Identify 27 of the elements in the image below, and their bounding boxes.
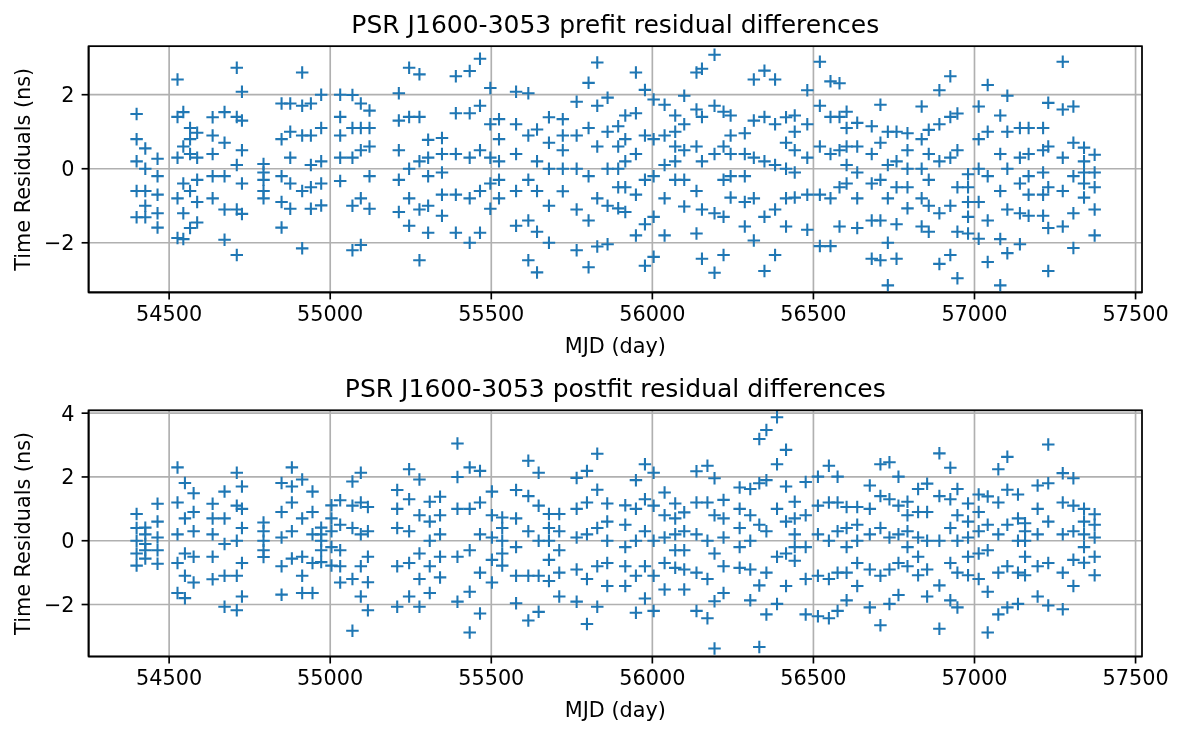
x-tick-label: 57000 (941, 302, 1008, 327)
x-axis-title: MJD (day) (564, 698, 666, 723)
y-tick-label: 4 (61, 401, 75, 426)
x-tick-label: 56500 (780, 302, 847, 327)
y-tick-label: −2 (43, 231, 75, 256)
chart-title: PSR J1600-3053 postfit residual differences (344, 374, 886, 404)
y-axis-title: Time Residuals (ns) (11, 67, 35, 272)
x-tick-label: 56000 (619, 666, 686, 691)
x-tick-label: 56000 (619, 302, 686, 327)
y-axis-title: Time Residuals (ns) (11, 431, 35, 636)
x-tick-label: 54500 (136, 302, 203, 327)
y-tick-label: 2 (61, 465, 75, 490)
x-tick-label: 57500 (1102, 666, 1169, 691)
x-tick-label: 57000 (941, 666, 1008, 691)
x-axis-title: MJD (day) (564, 334, 666, 358)
x-tick-label: 57500 (1102, 302, 1169, 327)
x-tick-label: 54500 (136, 666, 203, 691)
chart-title: PSR J1600-3053 prefit residual differences (351, 10, 880, 39)
x-tick-label: 55500 (458, 302, 525, 327)
y-tick-label: −2 (43, 592, 75, 617)
x-tick-label: 55500 (458, 666, 525, 691)
y-tick-label: 0 (61, 157, 75, 182)
x-tick-label: 55000 (297, 302, 364, 327)
y-tick-label: 0 (61, 529, 75, 554)
y-tick-label: 2 (61, 83, 75, 108)
x-tick-label: 55000 (297, 666, 364, 691)
x-tick-label: 56500 (780, 666, 847, 691)
